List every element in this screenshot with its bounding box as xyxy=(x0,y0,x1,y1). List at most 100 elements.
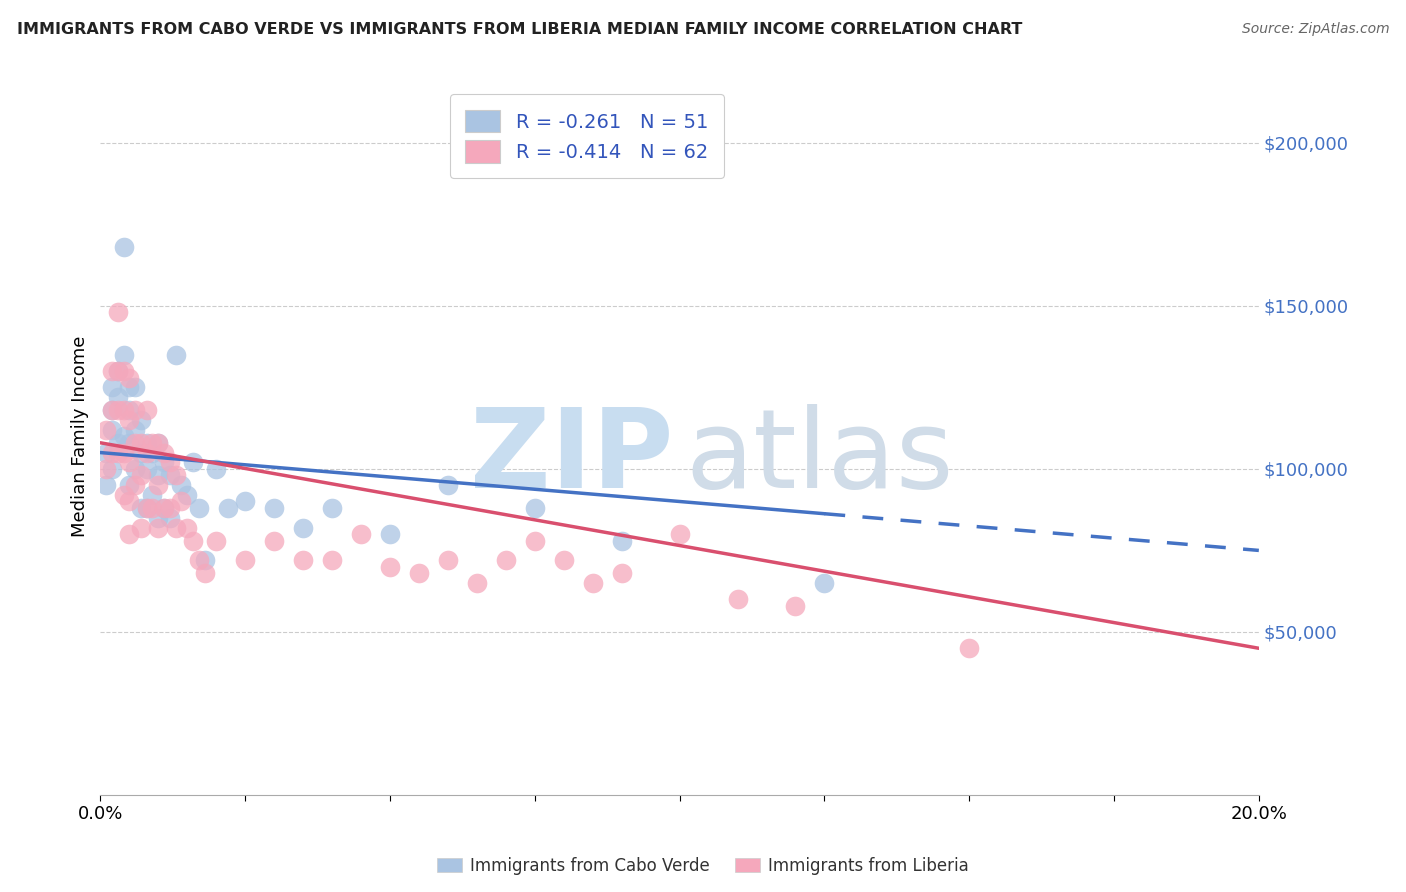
Text: IMMIGRANTS FROM CABO VERDE VS IMMIGRANTS FROM LIBERIA MEDIAN FAMILY INCOME CORRE: IMMIGRANTS FROM CABO VERDE VS IMMIGRANTS… xyxy=(17,22,1022,37)
Point xyxy=(523,501,546,516)
Point xyxy=(378,559,401,574)
Point xyxy=(118,478,141,492)
Point xyxy=(118,370,141,384)
Point xyxy=(107,445,129,459)
Point xyxy=(523,533,546,548)
Legend: R = -0.261   N = 51, R = -0.414   N = 62: R = -0.261 N = 51, R = -0.414 N = 62 xyxy=(450,95,724,178)
Point xyxy=(135,501,157,516)
Point xyxy=(107,305,129,319)
Point xyxy=(118,413,141,427)
Point xyxy=(495,553,517,567)
Point xyxy=(101,423,124,437)
Point xyxy=(112,403,135,417)
Point xyxy=(170,478,193,492)
Point xyxy=(118,435,141,450)
Y-axis label: Median Family Income: Median Family Income xyxy=(72,335,89,537)
Point xyxy=(101,403,124,417)
Point xyxy=(813,576,835,591)
Point xyxy=(112,429,135,443)
Point xyxy=(610,566,633,581)
Point xyxy=(194,553,217,567)
Point xyxy=(118,527,141,541)
Point xyxy=(129,501,152,516)
Point xyxy=(141,488,163,502)
Point xyxy=(107,435,129,450)
Point xyxy=(263,501,285,516)
Point xyxy=(217,501,239,516)
Point xyxy=(129,468,152,483)
Point xyxy=(129,413,152,427)
Point xyxy=(205,533,228,548)
Point xyxy=(129,520,152,534)
Text: atlas: atlas xyxy=(685,404,953,511)
Point xyxy=(233,494,256,508)
Point xyxy=(101,380,124,394)
Point xyxy=(148,510,170,524)
Point xyxy=(124,478,146,492)
Point xyxy=(582,576,605,591)
Point xyxy=(727,592,749,607)
Point xyxy=(148,468,170,483)
Point xyxy=(233,553,256,567)
Point xyxy=(124,423,146,437)
Point xyxy=(263,533,285,548)
Point xyxy=(465,576,488,591)
Point xyxy=(141,501,163,516)
Point xyxy=(159,468,181,483)
Point xyxy=(165,348,187,362)
Point xyxy=(668,527,690,541)
Point xyxy=(437,478,460,492)
Point xyxy=(153,455,176,469)
Text: Source: ZipAtlas.com: Source: ZipAtlas.com xyxy=(1241,22,1389,37)
Point xyxy=(187,553,209,567)
Point xyxy=(135,501,157,516)
Point xyxy=(124,380,146,394)
Point xyxy=(170,494,193,508)
Point xyxy=(112,240,135,254)
Point xyxy=(159,501,181,516)
Point xyxy=(553,553,575,567)
Point xyxy=(112,488,135,502)
Point xyxy=(94,445,117,459)
Legend: Immigrants from Cabo Verde, Immigrants from Liberia: Immigrants from Cabo Verde, Immigrants f… xyxy=(437,856,969,875)
Point xyxy=(129,445,152,459)
Point xyxy=(101,403,124,417)
Point xyxy=(101,462,124,476)
Point xyxy=(187,501,209,516)
Point xyxy=(118,380,141,394)
Point xyxy=(153,501,176,516)
Point xyxy=(135,435,157,450)
Point xyxy=(159,455,181,469)
Point xyxy=(101,364,124,378)
Point xyxy=(176,488,198,502)
Point xyxy=(153,501,176,516)
Point xyxy=(408,566,430,581)
Point xyxy=(437,553,460,567)
Point xyxy=(785,599,807,613)
Point xyxy=(107,390,129,404)
Point xyxy=(124,435,146,450)
Point xyxy=(321,553,343,567)
Point xyxy=(101,445,124,459)
Point xyxy=(148,478,170,492)
Point xyxy=(148,520,170,534)
Point xyxy=(610,533,633,548)
Point xyxy=(112,348,135,362)
Point xyxy=(94,478,117,492)
Point xyxy=(118,403,141,417)
Point xyxy=(124,403,146,417)
Point xyxy=(292,520,315,534)
Point xyxy=(321,501,343,516)
Point xyxy=(118,494,141,508)
Point xyxy=(165,468,187,483)
Point xyxy=(94,462,117,476)
Point xyxy=(378,527,401,541)
Point xyxy=(135,445,157,459)
Point xyxy=(118,455,141,469)
Point xyxy=(957,641,980,656)
Point xyxy=(141,435,163,450)
Point xyxy=(292,553,315,567)
Point xyxy=(181,455,204,469)
Point xyxy=(165,520,187,534)
Point xyxy=(205,462,228,476)
